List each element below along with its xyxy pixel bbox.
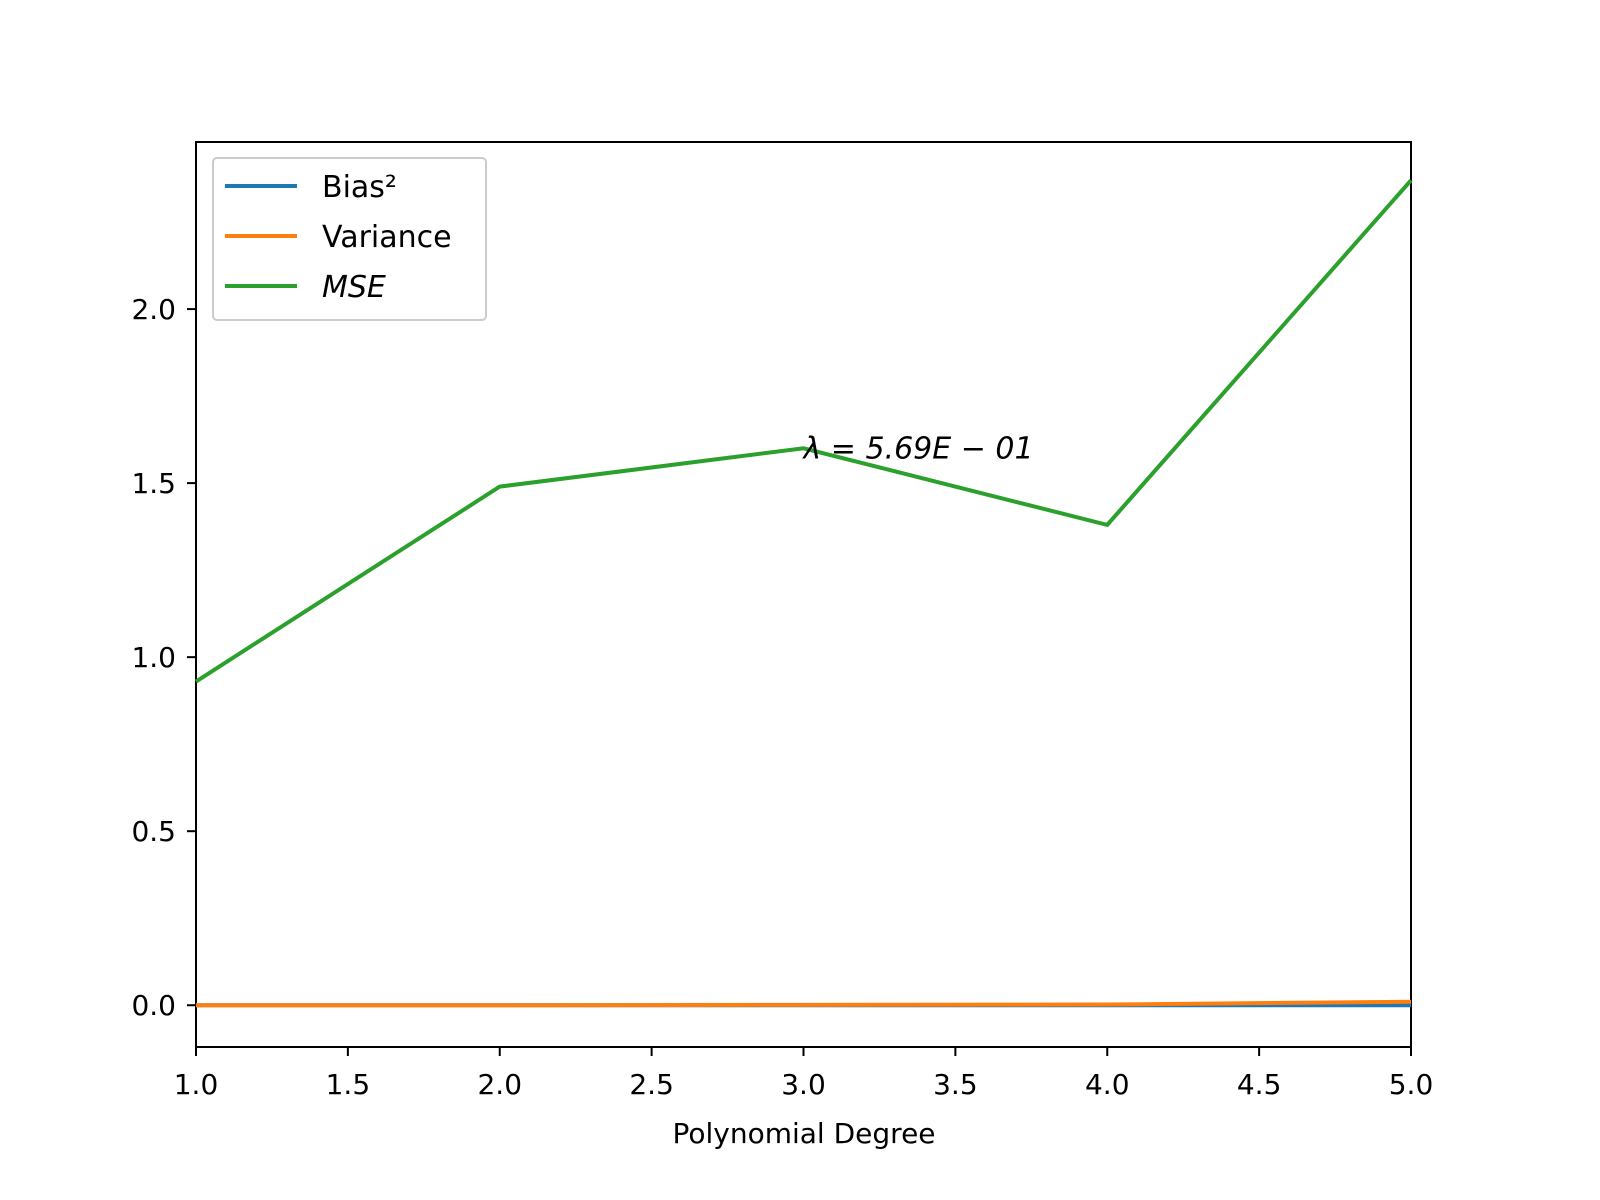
- y-tick-label: 1.0: [131, 641, 176, 674]
- series-line-2: [196, 999, 1412, 1008]
- series-line-3: [194, 178, 1413, 684]
- x-axis-label: Polynomial Degree: [672, 1117, 935, 1150]
- series-layer: [194, 178, 1413, 1008]
- x-tick-label: 2.0: [477, 1068, 522, 1101]
- x-tick-label: 5.0: [1389, 1068, 1434, 1101]
- x-tick-label: 4.5: [1237, 1068, 1282, 1101]
- y-tick-label: 1.5: [131, 467, 176, 500]
- chart-annotation: λ = 5.69E − 01: [802, 431, 1034, 466]
- legend-label-2: Variance: [322, 220, 452, 255]
- y-tick-label: 0.0: [131, 989, 176, 1022]
- x-tick-label: 3.0: [781, 1068, 826, 1101]
- legend: Bias² Variance MSE: [212, 157, 487, 321]
- x-axis: 1.0 1.5 2.0 2.5 3.0 3.5 4.0 4.5 5.0: [174, 1047, 1434, 1101]
- y-axis: 0.0 0.5 1.0 1.5 2.0: [131, 293, 196, 1022]
- x-tick-label: 2.5: [629, 1068, 674, 1101]
- y-tick-label: 2.0: [131, 293, 176, 326]
- legend-frame: [212, 157, 487, 321]
- y-tick-label: 0.5: [131, 815, 176, 848]
- x-tick-label: 1.5: [326, 1068, 371, 1101]
- x-tick-label: 3.5: [933, 1068, 978, 1101]
- legend-label-1: Bias²: [322, 170, 397, 205]
- legend-label-3: MSE: [322, 270, 386, 305]
- x-tick-label: 1.0: [174, 1068, 219, 1101]
- x-tick-label: 4.0: [1085, 1068, 1130, 1101]
